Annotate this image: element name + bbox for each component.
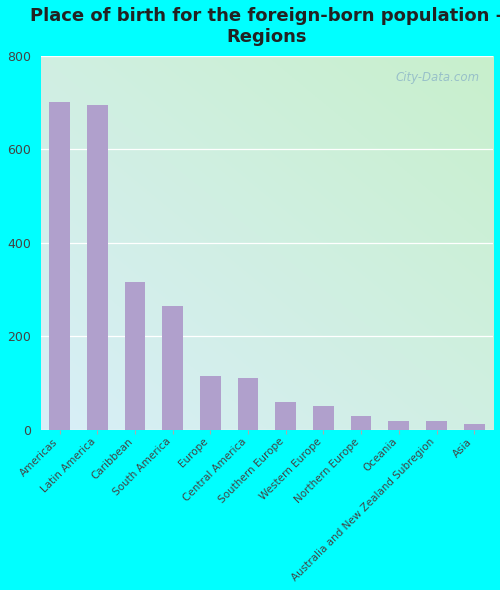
Bar: [162, 306, 183, 430]
Bar: [426, 421, 447, 430]
Bar: [276, 402, 296, 430]
Text: City-Data.com: City-Data.com: [396, 71, 479, 84]
Bar: [238, 378, 258, 430]
Bar: [350, 415, 372, 430]
Bar: [313, 406, 334, 430]
Bar: [87, 104, 108, 430]
Title: Place of birth for the foreign-born population -
Regions: Place of birth for the foreign-born popu…: [30, 7, 500, 46]
Bar: [464, 424, 484, 430]
Bar: [200, 376, 220, 430]
Bar: [49, 103, 70, 430]
Bar: [388, 421, 409, 430]
Bar: [124, 283, 146, 430]
